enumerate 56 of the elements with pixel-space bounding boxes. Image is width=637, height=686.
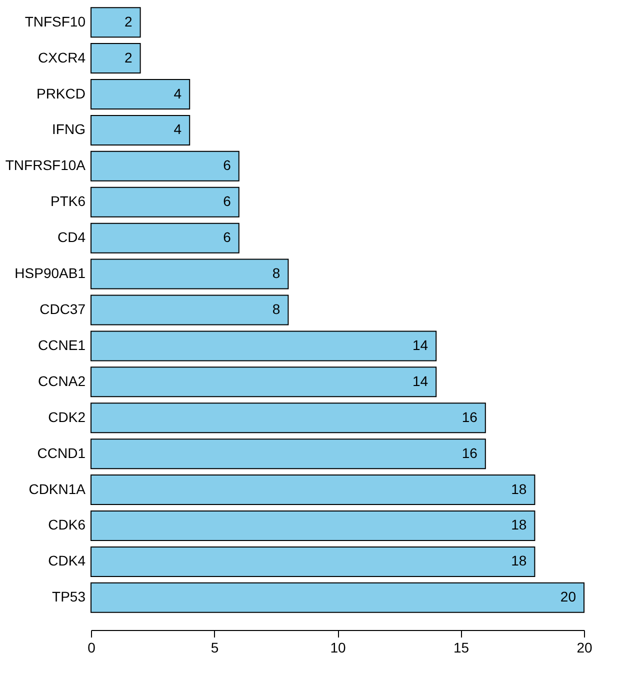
y-tick-label: TNFRSF10A [5, 157, 86, 174]
y-tick-label: PRKCD [36, 85, 86, 102]
data-label: 16 [462, 444, 478, 461]
bar [90, 186, 240, 218]
bar [90, 402, 486, 434]
data-label: 6 [223, 193, 232, 210]
data-label: 6 [223, 229, 232, 246]
x-tick-label: 15 [453, 640, 470, 656]
bar [90, 546, 536, 577]
x-tick-label: 10 [330, 640, 346, 656]
y-tick-label: IFNG [52, 121, 86, 138]
data-label: 4 [174, 121, 182, 138]
data-label: 16 [462, 408, 478, 425]
y-tick-label: TP53 [52, 588, 86, 605]
data-label: 20 [560, 588, 576, 605]
bar [90, 79, 190, 110]
bar [90, 43, 141, 74]
x-tick-label: 0 [88, 640, 96, 656]
x-tick-label: 20 [576, 640, 592, 656]
bar [90, 330, 437, 362]
bar [90, 582, 584, 613]
data-label: 4 [174, 85, 182, 102]
y-tick-label: CD4 [57, 229, 86, 246]
y-tick-label: CDK6 [48, 516, 86, 533]
y-tick-label: PTK6 [50, 193, 86, 210]
data-label: 18 [511, 480, 527, 497]
data-label: 8 [272, 301, 280, 317]
y-tick-label: CCNE1 [38, 336, 86, 353]
bar [90, 114, 190, 146]
data-label: 18 [511, 516, 527, 533]
bar [90, 7, 141, 38]
data-label: 8 [272, 265, 280, 282]
y-tick-label: HSP90AB1 [14, 265, 86, 282]
bar [90, 258, 289, 290]
data-label: 2 [124, 13, 133, 30]
y-tick-label: CCND1 [37, 444, 86, 461]
bar [90, 438, 486, 470]
data-label: 18 [511, 552, 527, 569]
bar [90, 222, 240, 254]
bar [90, 510, 536, 541]
y-tick-label: CDKN1A [28, 480, 86, 497]
y-tick-label: CDK2 [48, 408, 86, 425]
data-label: 14 [412, 372, 428, 389]
y-tick-label: TNFSF10 [24, 13, 86, 30]
x-tick-label: 5 [210, 640, 219, 656]
bar [90, 474, 536, 506]
y-tick-label: CDC37 [40, 301, 86, 317]
data-label: 6 [223, 157, 232, 174]
y-tick-label: CXCR4 [38, 49, 86, 66]
data-label: 2 [124, 49, 133, 66]
data-label: 14 [412, 336, 428, 353]
y-tick-label: CDK4 [48, 552, 86, 569]
y-tick-label: CCNA2 [38, 372, 86, 389]
bar [90, 150, 240, 182]
bar [90, 294, 289, 326]
bar [90, 366, 437, 398]
